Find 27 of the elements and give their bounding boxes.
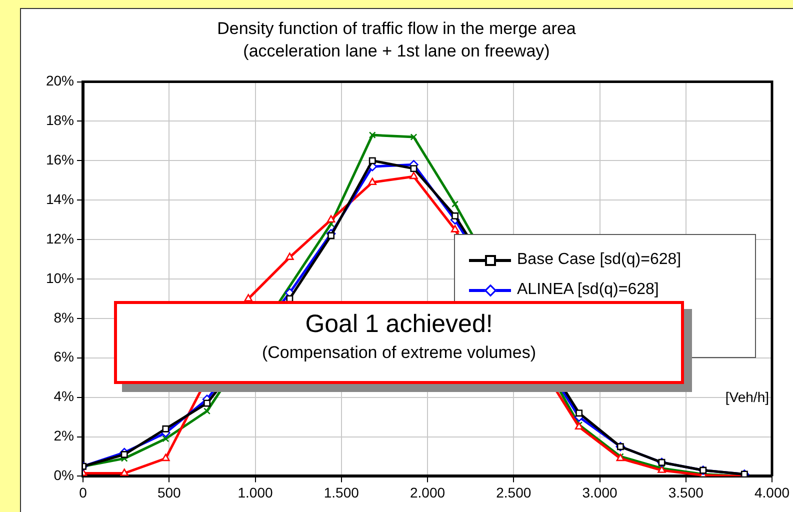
x-tick-label: 1.000 xyxy=(238,484,273,500)
legend-label: ALINEA [sd(q)=628] xyxy=(517,281,659,299)
x-tick-label: 2.500 xyxy=(496,484,532,500)
y-tick-label: 6% xyxy=(54,348,74,365)
y-tick-label: 0% xyxy=(54,467,74,484)
annotation: Goal 1 achieved! xyxy=(304,310,494,339)
annotation: (Compensation of extreme volumes) xyxy=(260,343,537,363)
y-tick-label: 18% xyxy=(46,112,74,128)
y-tick-label: 8% xyxy=(54,309,74,326)
legend-label: Base Case [sd(q)=628] xyxy=(517,251,682,269)
chart-title: Density function of traffic flow in the merge area xyxy=(217,18,576,38)
y-tick-label: 2% xyxy=(54,428,74,444)
x-tick-label: 500 xyxy=(157,484,182,500)
x-tick-label: 2.000 xyxy=(410,484,446,500)
y-tick-label: 14% xyxy=(46,190,74,207)
x-tick-label: 4.000 xyxy=(754,484,790,500)
y-tick-label: 10% xyxy=(46,270,74,286)
y-tick-label: 16% xyxy=(46,152,74,168)
y-tick-label: 4% xyxy=(54,388,74,404)
y-tick-label: 12% xyxy=(46,230,74,246)
x-axis-title: [Veh/h] xyxy=(725,389,769,405)
x-tick-label: 1.500 xyxy=(324,484,360,500)
x-tick-label: 0 xyxy=(79,484,88,500)
x-tick-label: 3.000 xyxy=(582,484,618,500)
chart-subtitle: (acceleration lane + 1st lane on freeway) xyxy=(243,41,550,60)
x-tick-label: 3.500 xyxy=(668,484,704,500)
y-tick-label: 20% xyxy=(46,72,74,89)
